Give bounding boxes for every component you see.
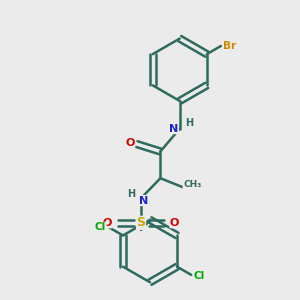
Text: N: N [169, 124, 178, 134]
Text: Cl: Cl [194, 271, 205, 281]
Text: H: H [128, 189, 136, 199]
Text: S: S [136, 216, 146, 229]
Text: CH₃: CH₃ [183, 180, 201, 189]
Text: H: H [185, 118, 193, 128]
Text: N: N [139, 196, 148, 206]
Text: Cl: Cl [95, 222, 106, 232]
Text: Br: Br [223, 41, 236, 51]
Text: O: O [125, 138, 135, 148]
Text: O: O [103, 218, 112, 228]
Text: O: O [170, 218, 179, 228]
